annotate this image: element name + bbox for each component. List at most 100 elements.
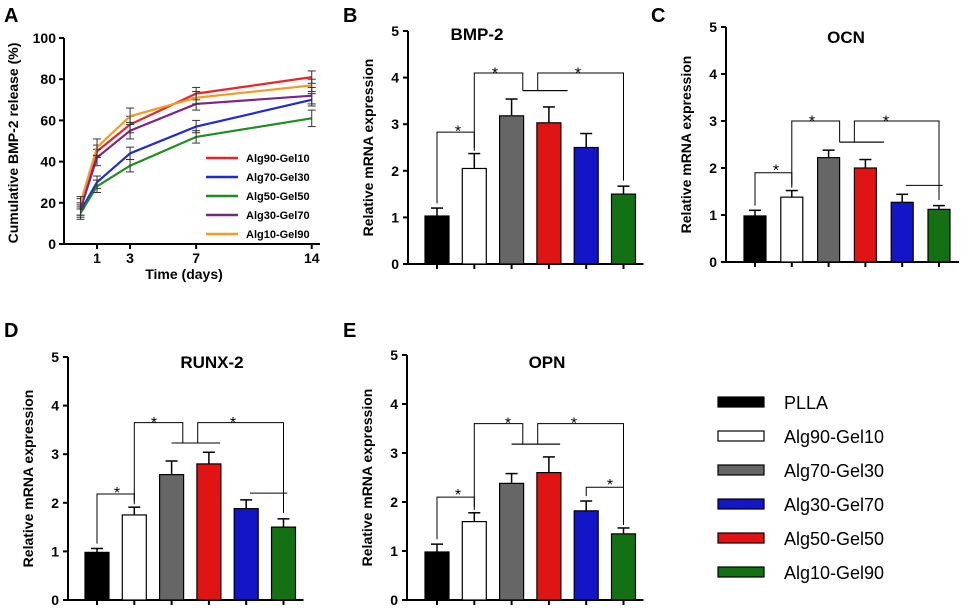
y-tick-label: 2 [51,495,59,511]
legend-label: Alg30-Gel70 [784,495,884,515]
bar-alg70-gel30 [816,157,841,263]
y-tick-label: 20 [40,195,56,211]
significance-bracket [791,120,841,185]
significance-star: * [151,415,157,432]
significance-bracket [197,422,284,514]
y-axis-label: Relative mRNA expression [20,390,36,568]
y-tick-label: 100 [33,30,57,46]
bar-alg70-gel30 [159,474,185,601]
chart-title: BMP-2 [451,25,504,44]
significance-star: * [809,113,815,130]
y-tick-label: 0 [48,236,56,252]
legend-label: Alg10-Gel90 [784,563,884,583]
significance-bracket [133,422,184,502]
y-tick-label: 1 [391,209,399,225]
y-tick-label: 4 [709,66,717,82]
y-tick-label: 5 [709,19,717,35]
bar-alg90-gel10 [780,196,804,263]
panel-label-b: B [343,5,357,27]
bar-alg50-gel50 [196,463,222,601]
bar-alg70-gel30 [499,115,525,265]
bar-alg50-gel50 [853,167,878,263]
significance-bracket [537,423,624,523]
bar-alg70-gel30 [499,482,525,601]
legend-label: Alg10-Gel90 [246,229,310,241]
legend-swatch [717,430,765,442]
legend-swatch [717,566,765,578]
bar-alg10-gel90 [270,526,297,601]
legend-swatch [717,498,765,510]
legend-label: Alg50-Gel50 [246,191,310,203]
y-tick-label: 2 [391,163,399,179]
y-tick-label: 1 [51,543,59,559]
legend-label: PLLA [784,393,828,413]
chart-title: OCN [827,28,865,47]
chart-title: OPN [529,353,566,372]
bar-alg90-gel10 [121,514,147,601]
significance-star: * [230,415,236,432]
y-axis-label: Relative mRNA expression [678,56,694,234]
bar-alg50-gel50 [536,122,562,265]
legend-label: Alg90-Gel10 [784,427,884,447]
x-tick-label: 1 [93,250,101,266]
y-tick-label: 3 [390,445,398,461]
panel-label-e: E [343,320,356,342]
y-tick-label: 4 [390,396,398,412]
bar-alg10-gel90 [610,193,637,265]
bar-alg10-gel90 [927,208,951,263]
y-tick-label: 1 [390,543,398,559]
bar-alg30-gel70 [573,146,599,265]
panel-label-d: D [4,320,18,342]
y-tick-label: 0 [709,254,717,270]
significance-bracket [537,72,624,181]
y-tick-label: 3 [709,113,717,129]
bar-alg30-gel70 [890,201,914,263]
x-axis-label: Time (days) [145,266,223,282]
panel-label-a: A [4,5,18,27]
x-tick-label: 7 [192,250,200,266]
legend-swatch [717,396,765,408]
chart-title: RUNX-2 [180,353,243,372]
significance-bracket [585,486,624,526]
y-tick-label: 0 [391,256,399,272]
y-tick-label: 80 [40,71,56,87]
y-tick-label: 60 [40,112,56,128]
significance-star: * [114,485,120,502]
bar-alg90-gel10 [461,520,487,601]
line-chart-bmp2-release: 0 20 40 60 80 100 1 3 7 14 Time (days) Cumulative B… [5,30,320,282]
x-tick-label: 14 [304,250,320,266]
y-tick-label: 5 [51,349,59,365]
legend-label: Alg90-Gel10 [246,153,310,165]
significance-star: * [575,65,581,82]
bar-chart-runx2: 0 1 2 3 4 5 Relative mRNA expression RUNX-2 * * * [20,349,304,608]
y-tick-label: 4 [51,398,59,414]
bar-chart-opn: 0 1 2 3 4 5 Relative mRNA expression OPN * * * * [359,347,644,608]
legend-label: Alg50-Gel50 [784,529,884,549]
significance-star: * [505,416,511,433]
significance-star: * [492,65,498,82]
y-tick-label: 3 [51,446,59,462]
y-tick-label: 2 [709,160,717,176]
y-tick-label: 5 [391,23,399,39]
bar-alg30-gel70 [233,508,259,601]
y-axis-label: Relative mRNA expression [359,389,375,567]
bar-plla [424,551,450,601]
y-tick-label: 1 [709,207,717,223]
bar-alg50-gel50 [536,472,562,601]
y-tick-label: 3 [391,116,399,132]
significance-bracket [853,120,940,200]
legend-label: Alg30-Gel70 [246,210,310,222]
bar-legend: PLLA Alg90-Gel10 Alg70-Gel30 Alg30-Gel70 Alg… [717,393,884,583]
x-tick-label: 3 [126,250,134,266]
bar-chart-ocn: 0 1 2 3 4 5 Relative mRNA expression OCN * * * [678,19,959,270]
y-tick-label: 40 [40,154,56,170]
y-tick-label: 0 [51,592,59,608]
significance-star: * [455,124,461,141]
legend-label: Alg70-Gel30 [246,172,310,184]
y-tick-label: 5 [390,347,398,363]
significance-bracket [473,72,524,148]
legend-swatch [717,464,765,476]
bar-chart-bmp2: 0 1 2 3 4 5 Relative mRNA expression BMP-2 * * * [360,23,644,272]
bar-plla [84,551,110,601]
